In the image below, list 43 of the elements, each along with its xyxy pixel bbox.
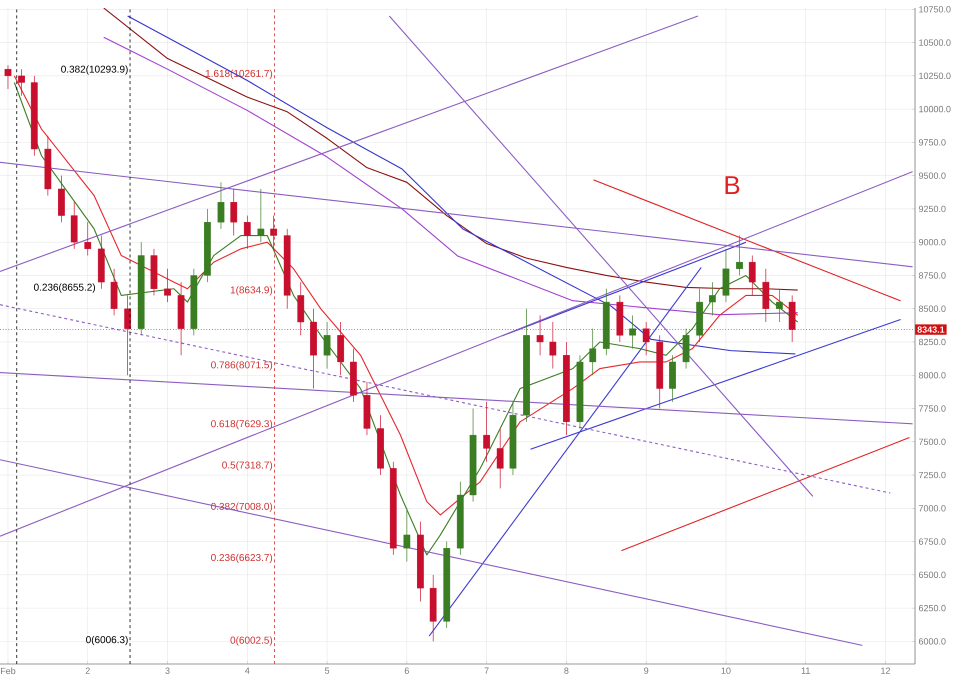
annotation: 0(6006.3) <box>86 636 128 646</box>
annotation: 0.382(10293.9) <box>61 65 128 75</box>
annotation: 0.236(8655.2) <box>34 283 96 293</box>
y-tick-label: 10500.0 <box>919 39 951 46</box>
x-tick-label: 7 <box>484 668 489 674</box>
x-tick-label: Feb <box>0 668 16 674</box>
x-tick-label: 5 <box>324 668 330 674</box>
x-tick-label: 2 <box>86 668 90 674</box>
y-tick-label: 6500.0 <box>918 572 946 578</box>
x-tick-label: 6 <box>404 668 409 674</box>
y-tick-label: 7750.0 <box>918 405 946 412</box>
x-tick-label: 3 <box>165 668 170 674</box>
x-tick-label: 12 <box>881 668 890 674</box>
y-tick-label: 10250.0 <box>919 72 951 80</box>
y-tick-label: 8500.0 <box>918 306 946 312</box>
y-tick-label: 8250.0 <box>918 338 946 346</box>
y-tick-label: 7000.0 <box>918 505 946 512</box>
x-tick-label: 9 <box>644 668 648 674</box>
annotation: 0.236(6623.7) <box>211 554 272 564</box>
y-tick-label: 9250.0 <box>918 206 946 212</box>
annotation: 0.5(7318.7) <box>222 461 272 471</box>
annotation: 0.786(8071.5) <box>211 361 272 370</box>
y-tick-label: 7250.0 <box>918 472 946 478</box>
x-tick-label: 8 <box>564 668 568 674</box>
annotation: 1(8634.9) <box>230 286 272 296</box>
y-tick-label: 9750.0 <box>918 139 946 146</box>
y-tick-label: 6750.0 <box>918 538 946 545</box>
y-tick-label: 10750.0 <box>919 6 951 12</box>
y-tick-label: 9000.0 <box>918 239 946 246</box>
x-tick-label: 11 <box>802 668 810 674</box>
y-tick-label: 6000.0 <box>918 638 946 645</box>
y-tick-label: 7500.0 <box>918 438 946 445</box>
y-tick-label: 8750.0 <box>918 272 946 279</box>
x-tick-label: 10 <box>722 668 731 674</box>
y-tick-label: 8000.0 <box>918 372 946 378</box>
y-tick-label: 10000.0 <box>919 106 951 112</box>
annotation: B <box>725 176 740 194</box>
ref-line-label: 8343.1 <box>917 326 944 333</box>
annotation: 0.618(7629.3) <box>211 420 272 430</box>
y-tick-label: 6250.0 <box>918 604 946 612</box>
y-tick-label: 9500.0 <box>918 172 946 179</box>
annotation: 0(6002.5) <box>230 636 272 646</box>
x-tick-label: 4 <box>245 668 250 674</box>
